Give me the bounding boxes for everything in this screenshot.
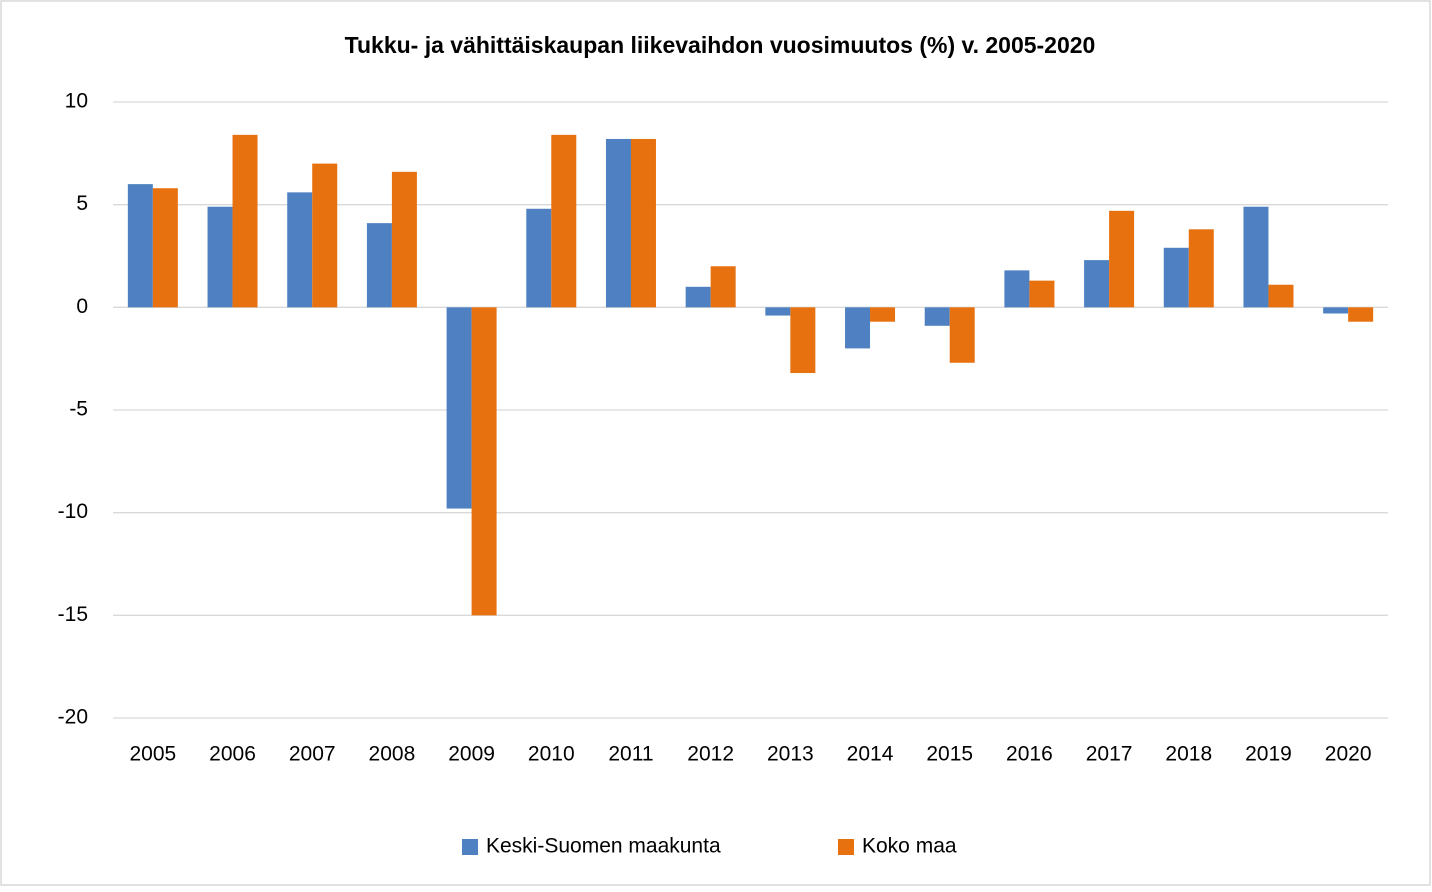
bar (685, 286, 711, 308)
legend-swatch (462, 839, 478, 855)
x-tick-label: 2020 (1325, 743, 1372, 766)
legend-swatch (838, 839, 854, 855)
bar (366, 223, 392, 308)
bar (710, 266, 736, 308)
bar (1268, 284, 1294, 308)
x-tick-label: 2016 (1006, 743, 1053, 766)
bar (127, 184, 153, 308)
bar (312, 163, 338, 308)
bar (471, 307, 497, 616)
bar (1323, 307, 1349, 314)
bar (232, 134, 258, 308)
bar (1084, 260, 1110, 308)
x-tick-label: 2019 (1245, 743, 1292, 766)
bar (1243, 206, 1269, 308)
x-tick-label: 2005 (129, 743, 176, 766)
y-tick-label: -20 (58, 706, 88, 729)
bar (924, 307, 950, 326)
legend-label: Keski-Suomen maakunta (486, 835, 721, 858)
y-tick-label: -15 (58, 603, 88, 626)
x-tick-label: 2010 (528, 743, 575, 766)
bar (870, 307, 896, 322)
bar (287, 192, 313, 308)
bar (845, 307, 871, 349)
bar (1029, 280, 1055, 308)
bar (1188, 229, 1214, 308)
bar (1348, 307, 1374, 322)
x-tick-label: 2015 (926, 743, 973, 766)
chart-title: Tukku- ja vähittäiskaupan liikevaihdon v… (345, 32, 1096, 58)
bar (1109, 210, 1135, 308)
bar (790, 307, 816, 374)
bar (1163, 247, 1189, 308)
y-tick-label: -5 (69, 398, 88, 421)
bar (765, 307, 791, 316)
x-tick-label: 2018 (1165, 743, 1212, 766)
x-tick-label: 2009 (448, 743, 495, 766)
legend-label: Koko maa (862, 835, 957, 858)
x-tick-label: 2012 (687, 743, 734, 766)
bar (949, 307, 975, 363)
x-tick-label: 2011 (608, 743, 653, 766)
y-tick-label: 5 (76, 192, 88, 215)
x-tick-label: 2007 (289, 743, 336, 766)
bar (526, 208, 552, 308)
x-tick-label: 2013 (767, 743, 814, 766)
y-tick-label: 0 (76, 295, 88, 318)
x-tick-label: 2014 (847, 743, 894, 766)
bar (630, 138, 656, 308)
bar (152, 188, 178, 308)
bar (446, 307, 472, 509)
bar (391, 171, 417, 308)
bar (1004, 270, 1030, 308)
x-tick-label: 2008 (369, 743, 416, 766)
x-tick-label: 2017 (1086, 743, 1133, 766)
x-tick-label: 2006 (209, 743, 256, 766)
bar (207, 206, 233, 308)
y-tick-label: -10 (58, 500, 88, 523)
bar (605, 138, 631, 308)
bar (551, 134, 577, 308)
y-tick-label: 10 (65, 90, 88, 113)
